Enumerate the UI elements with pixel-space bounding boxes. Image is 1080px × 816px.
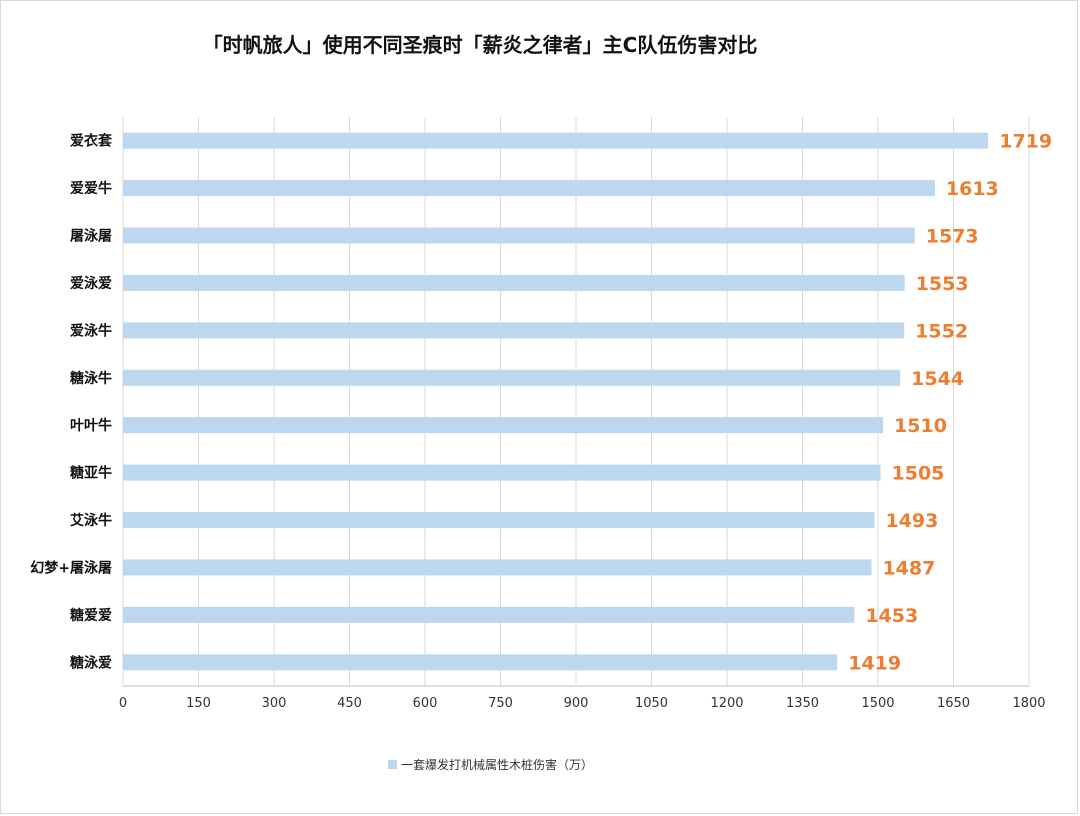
value-label: 1453	[865, 605, 918, 627]
value-label: 1553	[916, 273, 969, 295]
legend: 一套爆发打机械属性木桩伤害（万）	[388, 757, 593, 772]
value-label: 1505	[892, 463, 945, 485]
category-label: 糖爱爱	[70, 607, 112, 624]
value-label: 1493	[885, 510, 938, 532]
x-tick-labels: 0 150 300 450 600 750 900 1050 1200 1350 1500 1650 1…	[119, 696, 1046, 711]
bar-10	[123, 559, 872, 576]
bar-2	[123, 180, 935, 197]
value-label: 1573	[926, 226, 979, 248]
category-label: 幻梦+屠泳屠	[30, 559, 112, 576]
value-label: 1544	[911, 368, 964, 390]
x-tick-label: 750	[488, 696, 513, 711]
gridlines	[122, 117, 1030, 687]
bar-7	[123, 417, 884, 434]
value-label: 1613	[946, 178, 999, 200]
category-label: 糖泳牛	[70, 370, 112, 387]
x-tick-label: 600	[413, 696, 438, 711]
value-labels: 1719 1613 1573 1553 1552 1544 1510 1505 1493 1487…	[848, 131, 1052, 675]
category-label: 艾泳牛	[70, 512, 112, 529]
bar-12	[123, 654, 838, 671]
bar-9	[123, 512, 875, 529]
bar-3	[123, 227, 915, 244]
value-label: 1487	[882, 557, 935, 579]
x-tick-label: 1350	[786, 696, 819, 711]
category-label: 爱衣套	[70, 133, 112, 150]
category-label: 屠泳屠	[70, 228, 112, 245]
chart-title: 「时帆旅人」使用不同圣痕时「薪炎之律者」主C队伍伤害对比	[203, 33, 758, 57]
value-label: 1719	[999, 131, 1052, 153]
category-label: 叶叶牛	[70, 417, 112, 434]
category-label: 糖亚牛	[70, 465, 112, 482]
bar-11	[123, 606, 855, 623]
bar-4	[123, 274, 905, 291]
x-tick-label: 900	[564, 696, 589, 711]
category-label: 爱爱牛	[70, 180, 112, 197]
bar-6	[123, 369, 901, 386]
bar-8	[123, 464, 881, 481]
x-tick-label: 1800	[1012, 696, 1045, 711]
x-tick-label: 0	[119, 696, 127, 711]
bars	[123, 132, 989, 671]
x-tick-label: 450	[337, 696, 362, 711]
legend-swatch	[388, 760, 397, 769]
x-tick-label: 150	[186, 696, 211, 711]
value-label: 1552	[915, 320, 968, 342]
x-tick-label: 1200	[710, 696, 743, 711]
bar-5	[123, 322, 905, 339]
bar-1	[123, 132, 989, 149]
x-tick-label: 1500	[861, 696, 894, 711]
x-tick-label: 1650	[937, 696, 970, 711]
category-label: 糖泳爱	[70, 654, 112, 671]
category-label: 爱泳爱	[70, 275, 112, 292]
value-label: 1510	[894, 415, 947, 437]
x-tick-label: 300	[262, 696, 287, 711]
legend-label: 一套爆发打机械属性木桩伤害（万）	[401, 757, 593, 772]
category-label: 爱泳牛	[70, 322, 112, 339]
value-label: 1419	[848, 652, 901, 674]
x-tick-label: 1050	[635, 696, 668, 711]
